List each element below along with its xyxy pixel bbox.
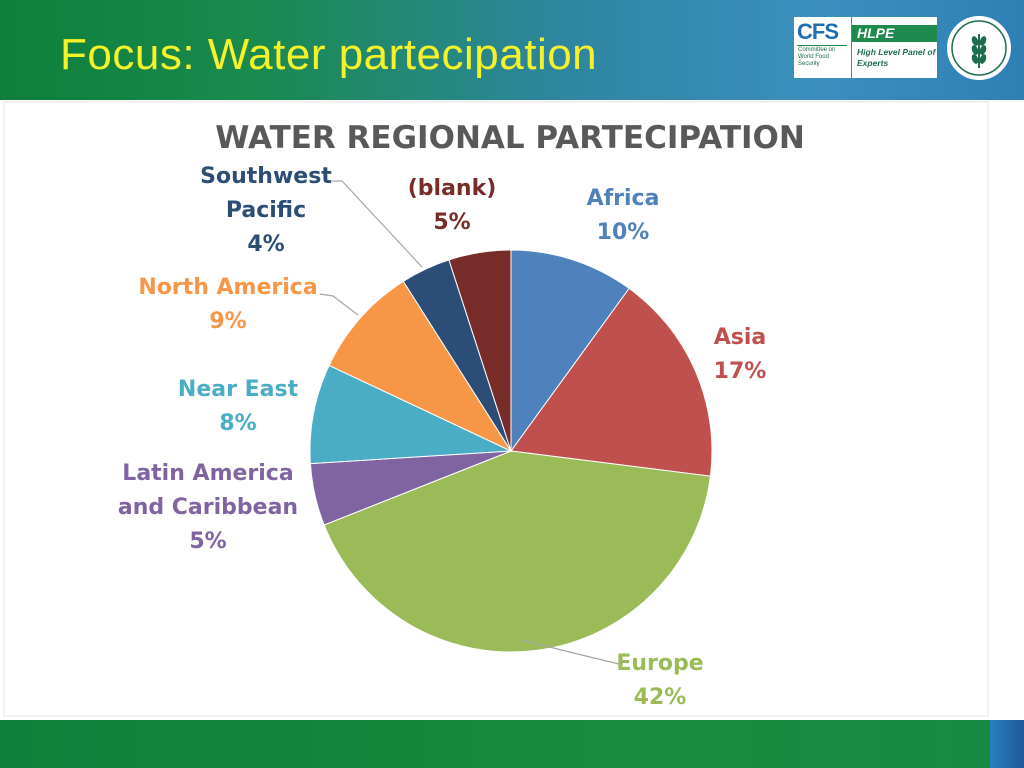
hlpe-logo-band [852, 25, 937, 42]
cfs-logo: CFS Committee on World Food Security [794, 17, 851, 78]
slice-label-near-east: Near East 8% [178, 377, 299, 436]
slice-label-blank: (blank) 5% [408, 176, 497, 235]
chart-title: WATER REGIONAL PARTECIPATION [215, 120, 805, 156]
slice-label-southwest-pacific: Southwest Pacific 4% [200, 164, 332, 257]
pie-slice-asia [510, 287, 713, 477]
slice-percent: 10% [597, 220, 650, 245]
slice-label-africa: Africa 10% [587, 186, 660, 245]
pie-chart: WATER REGIONAL PARTECIPATION Africa 10% As… [3, 101, 989, 717]
fao-logo [947, 16, 1011, 80]
pie-slice-north-america [328, 280, 513, 453]
slice-percent: 8% [219, 411, 256, 436]
slide-title: Focus: Water partecipation [60, 30, 598, 79]
leader-line [327, 180, 423, 268]
slice-percent: 17% [714, 359, 767, 384]
pie-labels: Africa 10% Asia 17% Europe 42% Latin America an… [118, 164, 766, 710]
pie-slice-near-east [309, 364, 512, 465]
slide-header: Focus: Water partecipation CFS Committee… [0, 0, 1024, 100]
cfs-logo-subtitle: Committee on World Food Security [798, 47, 836, 67]
footer-accent [990, 720, 1024, 768]
slide-footer [0, 720, 1024, 768]
slice-name: (blank) [408, 176, 497, 201]
hlpe-logo-name: HLPE [857, 25, 895, 41]
hlpe-logo-subtitle: High Level Panel of Experts [857, 47, 936, 68]
slice-name: North America [138, 275, 317, 300]
chart-area: WATER REGIONAL PARTECIPATION Africa 10% As… [0, 100, 1024, 720]
slice-percent: 42% [634, 685, 687, 710]
slice-label-europe: Europe 42% [616, 651, 703, 710]
leader-line [319, 293, 359, 316]
slice-label-north-america: North America 9% [138, 275, 317, 334]
slice-name: Pacific [226, 198, 306, 223]
pie-slices [309, 249, 713, 653]
slice-label-asia: Asia 17% [714, 325, 767, 384]
slice-label-latin-america-and-caribbean: Latin America and Caribbean 5% [118, 461, 298, 554]
slice-percent: 4% [247, 232, 284, 257]
cfs-logo-divider [797, 45, 847, 46]
slice-name: and Caribbean [118, 495, 298, 520]
slice-percent: 5% [189, 529, 226, 554]
slice-name: Africa [587, 186, 660, 211]
leader-line [520, 639, 620, 665]
hlpe-logo: HLPE High Level Panel of Experts [852, 17, 937, 78]
pie-slice-blank [448, 249, 512, 452]
slice-percent: 9% [209, 309, 246, 334]
pie-slice-africa [510, 249, 630, 453]
slice-name: Latin America [122, 461, 293, 486]
slice-name: Near East [178, 377, 299, 402]
slice-percent: 5% [433, 210, 470, 235]
cfs-logo-name: CFS [797, 19, 839, 44]
pie-leader-lines [319, 180, 620, 665]
slice-name: Europe [616, 651, 703, 676]
pie-slice-europe [323, 450, 711, 653]
slice-name: Southwest [200, 164, 332, 189]
slice-name: Asia [714, 325, 767, 350]
